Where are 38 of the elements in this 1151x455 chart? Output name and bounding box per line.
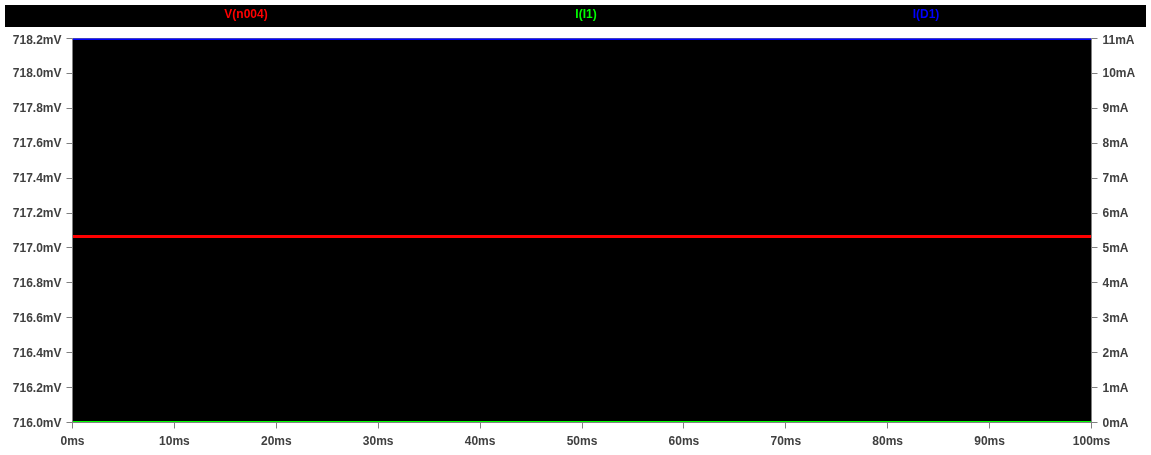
x-tick-label: 40ms (464, 433, 496, 448)
y-tick-label: 717.6mV (12, 136, 62, 151)
y-tick-label: 717.0mV (12, 240, 62, 255)
x-tick-label: 100ms (1072, 433, 1111, 448)
x-tick-label: 0ms (60, 433, 85, 448)
y-tick-label: 716.6mV (12, 310, 62, 325)
y2-tick-label: 10mA (1102, 66, 1136, 81)
y2-tick-label: 3mA (1102, 310, 1129, 325)
x-tick-label: 10ms (159, 433, 191, 448)
y2-tick-label: 1mA (1102, 380, 1129, 395)
y-tick-label: 717.8mV (12, 101, 62, 116)
x-tick-label: 80ms (872, 433, 904, 448)
y2-tick-label: 11mA (1102, 32, 1135, 47)
y2-tick-label: 6mA (1102, 206, 1129, 221)
y2-tick-label: 4mA (1102, 275, 1129, 290)
series-label: I(D1) (912, 7, 940, 21)
y-tick-label: 716.0mV (12, 415, 62, 430)
x-tick-label: 60ms (668, 433, 700, 448)
text: V(n004) (224, 7, 268, 21)
y-tick-label: 716.4mV (12, 345, 62, 360)
y-tick-label: 718.0mV (12, 66, 62, 81)
x-tick-label: 20ms (260, 433, 292, 448)
y2-tick-label: 0mA (1102, 415, 1129, 430)
y2-tick-label: 7mA (1102, 171, 1129, 186)
x-tick-label: 70ms (770, 433, 802, 448)
x-tick-label: 90ms (974, 433, 1006, 448)
x-tick-label: 30ms (362, 433, 394, 448)
y2-tick-label: 9mA (1102, 101, 1129, 116)
y-tick-label: 716.8mV (12, 275, 62, 290)
text: I(I1) (575, 7, 597, 21)
y2-tick-label: 8mA (1102, 136, 1129, 151)
y-tick-label: 718.2mV (12, 32, 62, 47)
x-tick-label: 50ms (566, 433, 598, 448)
y-tick-label: 717.4mV (12, 171, 62, 186)
y2-tick-label: 5mA (1102, 240, 1129, 255)
y-tick-label: 717.2mV (12, 206, 62, 221)
y2-tick-label: 2mA (1102, 345, 1129, 360)
y-tick-label: 716.2mV (12, 380, 62, 395)
